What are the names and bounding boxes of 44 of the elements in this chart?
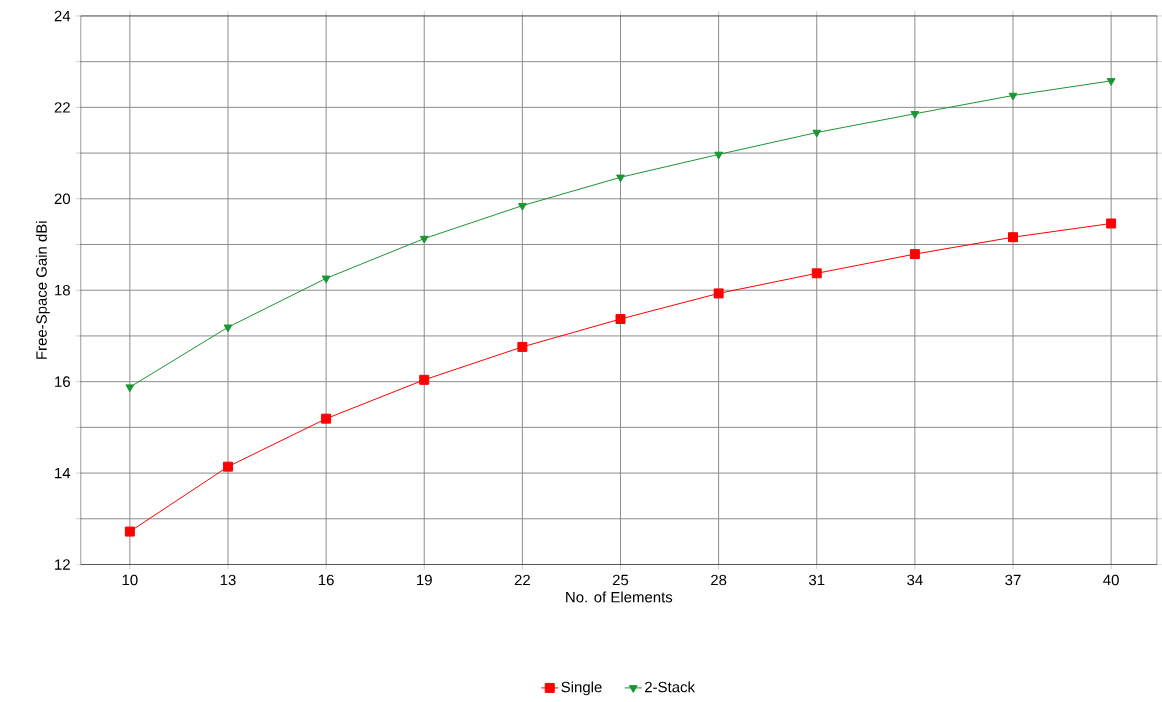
point bbox=[616, 174, 625, 183]
y-axis-title: Free-Space Gain dBi bbox=[35, 221, 50, 359]
point bbox=[321, 275, 331, 284]
point bbox=[1106, 78, 1116, 86]
point bbox=[517, 202, 527, 211]
point bbox=[1008, 232, 1018, 243]
point bbox=[223, 324, 233, 333]
x-tick-label: 31 bbox=[808, 574, 825, 586]
point bbox=[419, 374, 430, 385]
y-tick-label: 18 bbox=[55, 284, 70, 296]
x-axis-title: No. of Elements bbox=[566, 591, 673, 603]
point bbox=[812, 129, 822, 138]
x-tick-label: 25 bbox=[612, 574, 629, 586]
point bbox=[419, 235, 429, 244]
point bbox=[223, 461, 233, 472]
point bbox=[811, 268, 822, 279]
point bbox=[910, 110, 920, 119]
legend-label: 2-Stack bbox=[645, 681, 696, 693]
y-tick-label: 20 bbox=[54, 193, 71, 205]
x-tick-label: 10 bbox=[122, 574, 138, 586]
point bbox=[615, 313, 626, 324]
x-tick-label: 40 bbox=[1103, 574, 1119, 586]
point bbox=[1106, 218, 1117, 229]
x-tick-label: 28 bbox=[711, 574, 727, 586]
x-tick-label: 19 bbox=[417, 574, 432, 586]
x-tick-label: 16 bbox=[318, 574, 334, 586]
y-tick-label: 22 bbox=[54, 102, 70, 113]
x-tick-label: 34 bbox=[907, 574, 923, 586]
x-tick-label: 22 bbox=[514, 574, 530, 586]
y-tick-label: 16 bbox=[55, 376, 70, 387]
x-tick-label: 37 bbox=[1005, 574, 1021, 586]
y-tick-label: 24 bbox=[54, 10, 71, 22]
point bbox=[714, 151, 723, 160]
x-tick-label: 13 bbox=[220, 574, 236, 586]
legend-label: Single bbox=[561, 681, 602, 696]
point bbox=[321, 413, 332, 424]
y-tick-label: 14 bbox=[55, 467, 71, 479]
point bbox=[517, 341, 528, 352]
point bbox=[125, 384, 135, 393]
point bbox=[713, 288, 724, 299]
point bbox=[124, 526, 135, 537]
y-tick-label: 12 bbox=[55, 559, 70, 570]
point bbox=[909, 249, 920, 260]
point bbox=[1008, 92, 1018, 101]
